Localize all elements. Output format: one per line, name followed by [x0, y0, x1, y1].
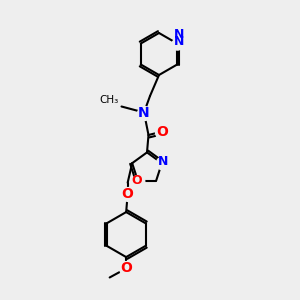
- Text: O: O: [156, 125, 168, 139]
- Text: N: N: [173, 34, 184, 48]
- Text: O: O: [122, 187, 134, 201]
- Text: O: O: [120, 262, 132, 275]
- Text: N: N: [138, 106, 150, 119]
- Text: N: N: [173, 28, 184, 40]
- Text: N: N: [158, 155, 169, 168]
- Text: O: O: [131, 174, 142, 187]
- Text: CH₃: CH₃: [100, 95, 119, 105]
